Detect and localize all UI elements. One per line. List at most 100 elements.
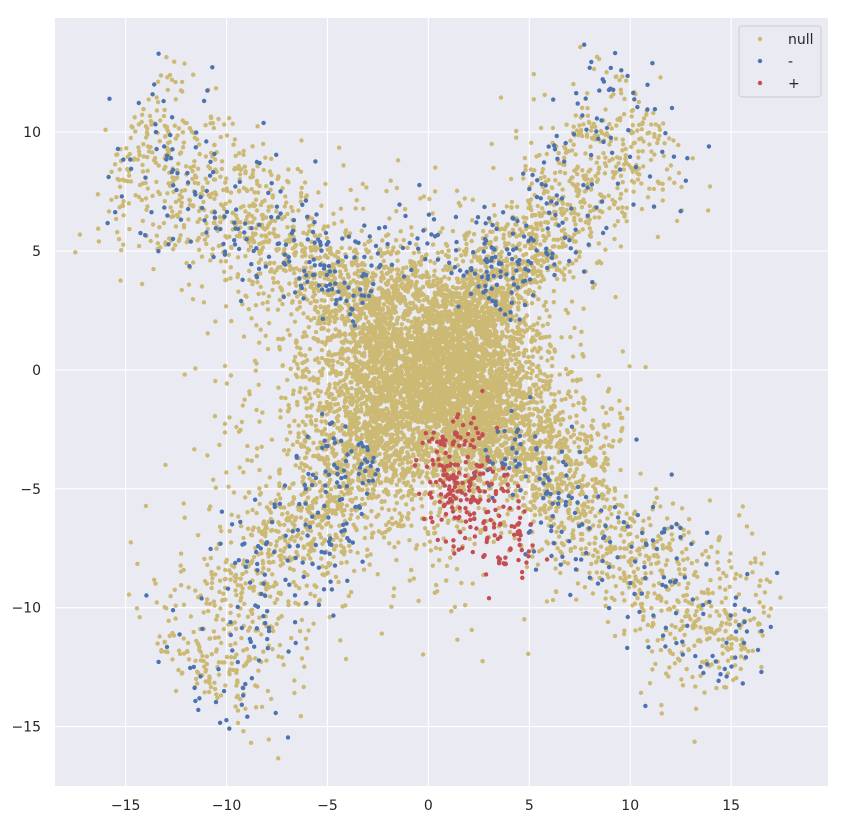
data-point [307,377,312,382]
data-point [365,373,371,378]
data-point [293,354,298,360]
data-point [418,496,424,501]
data-point [381,258,386,264]
data-point [205,331,210,336]
data-point [360,181,365,187]
data-point [417,432,423,438]
data-point [314,428,319,433]
data-point [420,480,425,485]
data-point [378,369,384,374]
data-point [300,334,306,339]
data-point [570,354,576,359]
data-point [430,242,436,247]
data-point [432,308,438,313]
data-point [192,447,197,452]
data-point [444,578,449,583]
data-point [456,398,461,404]
data-point [346,347,351,352]
data-point [433,165,438,170]
data-point [403,410,409,416]
data-point [415,343,420,349]
data-point [537,285,542,290]
data-point [263,333,268,338]
data-point [415,378,420,383]
data-point [384,345,389,351]
data-point [319,347,325,353]
data-point [365,385,370,390]
data-point [320,340,325,345]
data-point [319,326,324,331]
data-point [304,406,309,411]
data-point [222,269,227,274]
data-point [245,443,250,449]
data-point [416,467,421,473]
data-point [339,361,344,367]
data-point [448,428,453,434]
data-point [446,248,451,253]
data-point [544,599,550,604]
data-point [163,462,168,468]
data-point [346,593,352,599]
data-points [73,42,783,761]
data-point [249,316,254,321]
data-point [398,381,403,386]
data-point [458,392,463,397]
data-point [246,307,252,312]
data-point [243,495,248,500]
data-point [492,358,497,363]
data-point [404,405,410,411]
data-point [551,300,556,305]
data-point [364,185,369,190]
data-point [432,260,437,266]
data-point [442,380,448,385]
data-point [470,218,475,223]
data-point [400,357,406,362]
data-point [524,360,529,365]
data-point [563,366,569,372]
data-point [393,380,398,385]
data-point [316,339,321,344]
data-point [418,325,423,330]
data-point [388,389,393,394]
data-point [238,427,243,433]
data-point [466,363,471,369]
data-point [448,352,453,357]
data-point [460,259,466,264]
data-point [398,518,404,523]
data-point [237,465,242,470]
data-point [496,505,502,511]
data-point [383,233,389,238]
data-point [294,338,299,343]
data-point [438,322,443,327]
data-point [398,394,403,399]
data-point [403,338,408,344]
data-point [440,400,445,405]
data-point [418,457,423,462]
data-point [428,312,433,318]
data-point [463,237,468,242]
data-point [392,337,397,342]
data-point [305,446,310,451]
data-point [254,446,260,451]
data-point [295,362,300,367]
data-point [265,346,271,352]
data-point [482,347,487,352]
data-point [365,547,370,552]
data-point [241,334,247,339]
data-point [417,369,422,374]
data-point [383,386,388,391]
data-point [392,392,397,398]
data-point [361,206,366,211]
data-point [422,492,427,497]
data-point [461,330,466,335]
data-point [445,330,450,335]
data-point [332,381,338,386]
data-point [374,370,379,375]
data-point [228,373,234,378]
data-point [536,363,541,369]
data-point [401,523,406,528]
data-point [303,455,309,460]
data-point [537,368,542,373]
data-point [464,467,469,472]
data-point [415,331,420,336]
